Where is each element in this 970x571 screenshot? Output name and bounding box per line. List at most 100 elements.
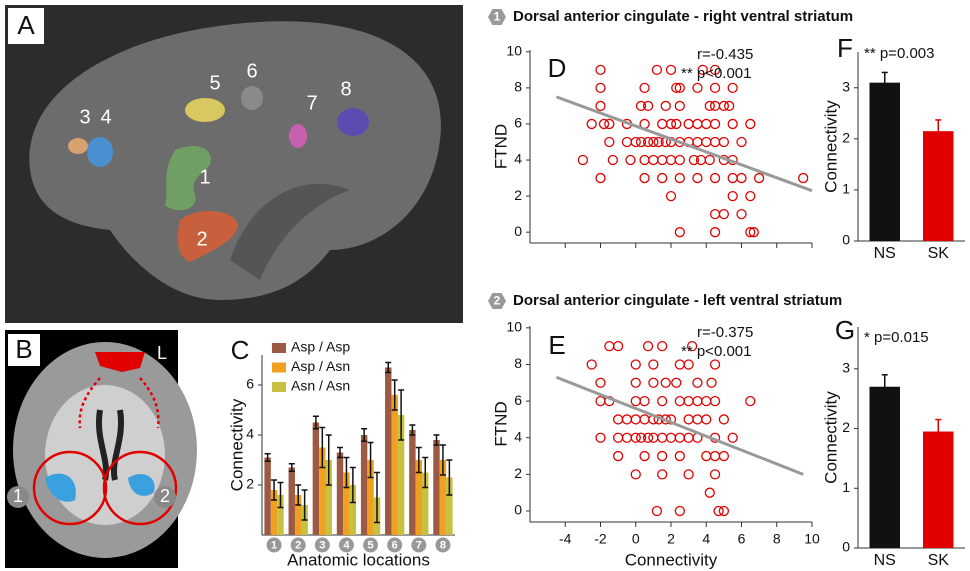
x-axis-label: Anatomic locations — [287, 550, 430, 569]
annotation: ** p<0.001 — [681, 65, 751, 82]
scatter-point — [671, 118, 682, 130]
scatter-point — [727, 190, 738, 202]
scatter-point — [657, 432, 668, 443]
x-tick-label: 4 — [702, 531, 710, 547]
scatter-point — [709, 118, 721, 130]
scatter-point — [724, 100, 735, 112]
y-tick-label: 0 — [842, 232, 850, 248]
scatter-point — [665, 190, 677, 202]
scatter-point — [657, 340, 668, 352]
scatter-point — [706, 377, 717, 388]
scatter-point — [709, 82, 721, 94]
scatter-point — [657, 154, 668, 166]
label-badge — [7, 486, 29, 508]
scatter-point — [674, 432, 685, 443]
region-label: 7 — [306, 92, 317, 114]
scatter-point — [683, 414, 694, 425]
bar — [360, 435, 368, 535]
scatter-point — [692, 136, 703, 148]
x-tick-label: NS — [874, 245, 896, 262]
region-label: 4 — [100, 106, 111, 128]
scatter-point — [648, 432, 659, 443]
panel-letter: D — [548, 53, 567, 83]
y-tick-label: 4 — [246, 426, 254, 442]
scatter-point — [718, 208, 730, 220]
scatter-point — [745, 395, 756, 407]
scatter-point — [736, 208, 747, 220]
scatter-point — [657, 450, 668, 462]
scatter-point — [595, 395, 606, 407]
roi-circle — [102, 450, 178, 526]
bar — [325, 460, 332, 535]
scatter-point — [651, 505, 663, 517]
chart-title: Dorsal anterior cingulate - left ventral… — [513, 292, 842, 309]
bar — [439, 460, 447, 535]
scatter-point — [692, 395, 703, 407]
scatter-point — [648, 136, 659, 148]
title-number: 2 — [494, 294, 501, 308]
x-tick-label: 2 — [667, 531, 675, 547]
category-badge — [435, 537, 451, 553]
x-tick-label: 4 — [343, 539, 350, 551]
y-tick-label: 3 — [842, 78, 850, 94]
x-axis-label: Connectivity — [625, 550, 718, 569]
scatter-point — [701, 414, 712, 425]
scatter-point — [674, 505, 685, 517]
region-label: 5 — [209, 72, 220, 94]
scatter-point — [612, 340, 624, 352]
annotation: ** p=0.003 — [864, 45, 934, 62]
scatter-point — [745, 190, 756, 202]
acc-seed — [95, 352, 145, 372]
scatter-point — [630, 359, 641, 370]
fit-line — [555, 375, 804, 476]
brain-fold — [230, 183, 350, 280]
category-badge — [266, 537, 282, 553]
category-badge — [411, 537, 427, 553]
region-label: 2 — [196, 228, 207, 250]
y-tick-label: 3 — [842, 360, 850, 376]
scatter-point — [692, 118, 703, 130]
scatter-point — [688, 154, 700, 166]
panel-letter: E — [548, 330, 565, 360]
scatter-point — [642, 100, 654, 112]
legend-label: Asp / Asn — [291, 358, 350, 374]
scatter-point — [639, 414, 650, 425]
legend-swatch — [272, 382, 286, 392]
scatter-point — [665, 432, 677, 443]
scatter-point — [595, 64, 606, 75]
scatter-point — [595, 432, 606, 443]
bar — [397, 415, 405, 535]
scatter-point — [630, 432, 641, 443]
scatter-point — [736, 172, 747, 184]
scatter-point — [701, 395, 712, 407]
scatter-point — [692, 414, 703, 425]
scatter-point — [604, 136, 615, 148]
x-tick-label: 3 — [319, 539, 325, 551]
region-blob — [241, 86, 263, 110]
region-label: 8 — [340, 78, 351, 100]
bar — [391, 395, 398, 535]
category-badge — [387, 537, 403, 553]
scatter-point — [701, 118, 712, 130]
scatter-point — [648, 154, 659, 166]
scatter-point — [595, 377, 606, 388]
y-tick-label: 2 — [514, 465, 522, 481]
scatter-point — [727, 432, 738, 443]
scatter-point — [595, 100, 606, 112]
scatter-point — [748, 227, 759, 238]
scatter-point — [586, 118, 597, 130]
y-tick-label: 1 — [842, 479, 850, 495]
scatter-point — [709, 450, 721, 462]
scatter-point — [607, 154, 618, 166]
scatter-point — [692, 172, 703, 184]
scatter-point — [692, 377, 703, 388]
x-tick-label: -4 — [559, 531, 572, 547]
panel-letter: A — [17, 10, 35, 40]
bar — [349, 485, 357, 535]
scatter-point — [674, 82, 685, 94]
scatter-point — [651, 64, 663, 75]
scatter-point — [718, 505, 730, 517]
x-tick-label: 5 — [368, 539, 374, 551]
panel-a-image — [5, 5, 463, 323]
scatter-point — [727, 82, 738, 94]
